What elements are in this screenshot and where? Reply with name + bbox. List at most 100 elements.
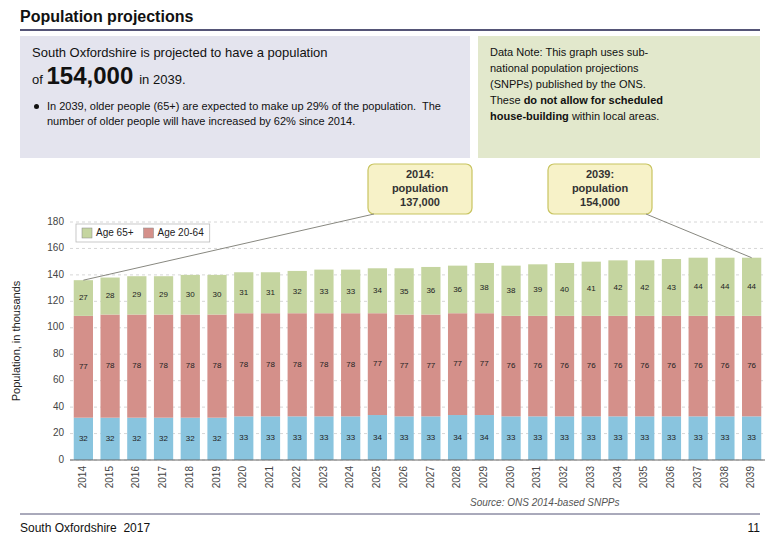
x-tick-label: 2030	[505, 466, 516, 489]
bar-segment	[154, 276, 173, 314]
bar-segment	[555, 263, 574, 316]
separator	[20, 29, 760, 31]
data-label: 78	[239, 360, 248, 369]
legend-swatch	[144, 228, 154, 238]
bar-segment	[582, 316, 601, 416]
note-line: house-building within local areas.	[490, 108, 748, 124]
bar-segment	[448, 415, 467, 460]
data-label: 33	[614, 433, 623, 442]
data-label: 34	[373, 286, 382, 295]
callout-box	[548, 164, 652, 214]
data-label: 34	[373, 433, 382, 442]
x-tick-label: 2020	[237, 466, 248, 489]
callout-text: 2014:population137,000	[392, 168, 448, 208]
callout-box	[368, 164, 472, 214]
data-label: 78	[132, 361, 141, 370]
data-label: 78	[159, 361, 168, 370]
bar-segment	[234, 313, 253, 416]
grid-line	[70, 407, 765, 408]
x-tick-label: 2023	[318, 466, 329, 489]
bullet	[34, 104, 39, 109]
data-label: 76	[667, 361, 676, 370]
note-line: These do not allow for scheduled	[490, 92, 748, 108]
legend-label: Age 20-64	[158, 227, 205, 238]
note-panel: Data Note: This graph uses sub-national …	[478, 36, 760, 158]
legend-swatch	[82, 228, 92, 238]
note-text: Data Note: This graph uses sub-	[490, 44, 748, 60]
bar-segment	[341, 313, 360, 416]
bar-segment	[475, 263, 494, 313]
data-label: 27	[79, 293, 88, 302]
legend-label: Age 65+	[96, 227, 134, 238]
grid-line	[70, 301, 765, 302]
x-tick-label: 2031	[531, 466, 542, 489]
data-label: 78	[106, 361, 115, 370]
data-label: 33	[319, 287, 328, 296]
data-label: 78	[346, 360, 355, 369]
bar-segment	[528, 416, 547, 460]
bar-segment	[608, 316, 627, 416]
callout-line: 2014:	[406, 168, 434, 180]
bars	[74, 258, 762, 460]
bar-segment	[555, 316, 574, 416]
data-label: 38	[480, 283, 489, 292]
header-line: of 154,000in 2039.	[32, 61, 458, 95]
data-label: 29	[159, 290, 168, 299]
y-tick-label: 0	[58, 454, 64, 465]
note-text: do not allow for scheduled	[524, 94, 663, 106]
bar-segment	[181, 315, 200, 418]
grid	[70, 222, 765, 460]
grid-line	[70, 274, 765, 275]
bar-segment	[448, 266, 467, 314]
data-label: 42	[640, 283, 649, 292]
bar-segment	[662, 316, 681, 416]
x-tick-label: 2021	[264, 466, 275, 489]
data-label: 33	[640, 433, 649, 442]
bar-segment	[207, 275, 226, 315]
note-text: house-building	[490, 110, 569, 122]
y-axis-label: Population, in thousands	[10, 280, 22, 401]
data-label: 44	[747, 282, 756, 291]
bar-segment	[421, 416, 440, 460]
data-label: 33	[587, 433, 596, 442]
bar-segment	[314, 270, 333, 314]
bar-segment	[689, 416, 708, 460]
data-label: 76	[614, 361, 623, 370]
callout-line: 137,000	[400, 196, 440, 208]
x-tick-label: 2035	[638, 466, 649, 489]
data-label: 32	[293, 287, 302, 296]
note-text: These	[490, 94, 524, 106]
y-tick-label: 140	[47, 269, 64, 280]
bar-segment	[395, 416, 414, 460]
bar-segment	[314, 313, 333, 416]
data-label: 36	[426, 286, 435, 295]
x-tick-label: 2036	[665, 466, 676, 489]
y-tick-label: 100	[47, 321, 64, 332]
bar-segment	[261, 313, 280, 416]
data-labels: 3277273278283278293278293278303278303378…	[79, 282, 757, 443]
x-tick-label: 2014	[77, 466, 88, 489]
bullet-text: In 2039, older people (65+) are expected…	[47, 99, 458, 129]
data-label: 78	[293, 360, 302, 369]
data-label: 77	[426, 361, 435, 370]
bar-segment	[100, 278, 119, 315]
y-tick-label: 160	[47, 242, 64, 253]
header-text: South Oxfordshire is projected to have a…	[32, 44, 458, 61]
bar-segment	[127, 315, 146, 418]
data-label: 44	[694, 282, 703, 291]
data-label: 33	[400, 433, 409, 442]
data-label: 77	[453, 359, 462, 368]
data-label: 33	[293, 433, 302, 442]
note-text: within local areas.	[569, 110, 660, 122]
callout-text: 2039:population154,000	[572, 168, 628, 208]
bar-segment	[662, 416, 681, 460]
data-label: 41	[587, 284, 596, 293]
legend: Age 65+ Age 20-64	[76, 224, 210, 242]
data-label: 32	[132, 434, 141, 443]
bar-segment	[742, 258, 761, 316]
data-label: 33	[346, 287, 355, 296]
x-tick-label: 2033	[585, 466, 596, 489]
legend-frame	[76, 224, 210, 242]
data-label: 29	[132, 290, 141, 299]
data-label: 35	[400, 287, 409, 296]
